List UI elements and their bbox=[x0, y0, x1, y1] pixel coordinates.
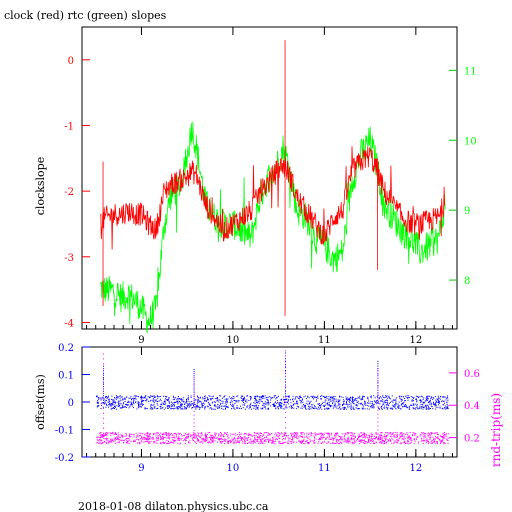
bottom-x-tick-label: 12 bbox=[409, 463, 422, 474]
top-y-right-tick-label: 10 bbox=[464, 136, 477, 147]
top-y-right-tick-label: 11 bbox=[464, 66, 477, 77]
bottom-x-tick-label: 10 bbox=[227, 463, 240, 474]
offset-spike bbox=[377, 360, 379, 403]
bottom-y-left-tick-label: 0.1 bbox=[58, 371, 74, 382]
bottom-y-left-tick-label: 0.2 bbox=[58, 343, 74, 354]
rnd-trip-points bbox=[95, 350, 449, 445]
top-y-left-tick-label: -4 bbox=[64, 318, 74, 329]
footer-text: 2018-01-08 dilaton.physics.ubc.ca bbox=[78, 500, 269, 512]
bottom-x-tick-label: 9 bbox=[138, 463, 144, 474]
bottom-y-axis-label: offset(ms) bbox=[34, 374, 47, 430]
top-y-left-tick-label: -3 bbox=[64, 253, 74, 264]
bottom-y-left-tick-label: -0.1 bbox=[55, 426, 74, 437]
top-panel: 9 10 11 12 -4 -3 -2 -1 0 8 9 10 11 clockslope bbox=[34, 26, 477, 346]
offset-points bbox=[96, 352, 449, 410]
top-x-tick-label: 11 bbox=[318, 335, 331, 346]
bottom-series-layer bbox=[95, 350, 449, 445]
chart-title: clock (red) rtc (green) slopes bbox=[4, 9, 167, 22]
offset-dots bbox=[96, 395, 449, 410]
bottom-y-right-tick-label: 0.2 bbox=[464, 434, 480, 445]
bottom-ticks-layer: 9 10 11 12 -0.2 -0.1 0 0.1 0.2 0.2 0.4 0.6 bbox=[55, 343, 480, 474]
bottom-y-right-tick-label: 0.6 bbox=[464, 369, 480, 380]
top-x-tick-label: 9 bbox=[138, 335, 144, 346]
bottom-x-tick-label: 11 bbox=[318, 463, 331, 474]
top-y-axis-label: clockslope bbox=[34, 157, 47, 215]
top-series-layer bbox=[99, 40, 446, 334]
bottom-y-right-tick-label: 0.4 bbox=[464, 401, 480, 412]
bottom-panel: 9 10 11 12 -0.2 -0.1 0 0.1 0.2 0.2 0.4 0.6 offset(m… bbox=[34, 343, 503, 474]
clock-slope-line bbox=[99, 146, 446, 250]
rnd-trip-spike bbox=[377, 369, 379, 439]
top-y-left-tick-label: -2 bbox=[64, 187, 74, 198]
top-x-tick-label: 10 bbox=[227, 335, 240, 346]
rnd-trip-dots bbox=[95, 431, 449, 445]
top-y-right-tick-label: 8 bbox=[464, 276, 470, 287]
top-y-left-tick-label: 0 bbox=[68, 56, 74, 67]
top-y-right-tick-label: 9 bbox=[464, 206, 470, 217]
top-x-tick-label: 12 bbox=[409, 335, 422, 346]
top-ticks-layer: 9 10 11 12 -4 -3 -2 -1 0 8 9 10 11 bbox=[64, 27, 477, 346]
rnd-trip-spike bbox=[285, 350, 286, 439]
offset-spike bbox=[193, 369, 195, 403]
bottom-y-left-tick-label: 0 bbox=[68, 398, 74, 409]
top-y-left-tick-label: -1 bbox=[64, 121, 74, 132]
bottom-y2-axis-label: rnd-trip(ms) bbox=[489, 393, 503, 467]
bottom-y-left-tick-label: -0.2 bbox=[55, 453, 74, 464]
